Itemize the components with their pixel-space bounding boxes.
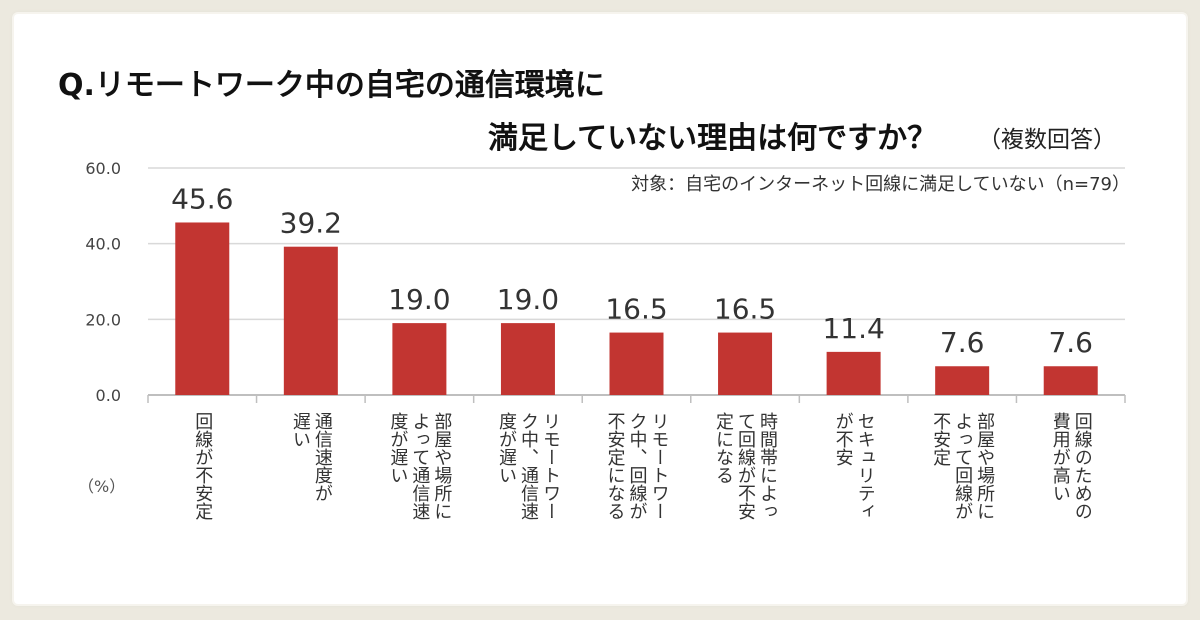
data-label: 7.6: [940, 326, 985, 359]
bar: [175, 222, 230, 395]
chart-subtitle: 対象：自宅のインターネット回線に満足していない（n=79）: [631, 174, 1130, 195]
chart-title-line2: 満足していない理由は何ですか？: [488, 121, 938, 156]
y-tick-label: 40.0: [85, 235, 121, 254]
x-tick-label: セキュリティ が不安: [832, 412, 876, 520]
data-label: 19.0: [388, 283, 450, 316]
x-tick-label: 部屋や場所に よって回線が 不安定: [930, 412, 996, 520]
y-tick-label: 20.0: [85, 310, 121, 329]
bar: [718, 332, 773, 395]
x-tick-label: 時間帯によっ て回線が不安 定になる: [713, 412, 779, 520]
bar: [609, 332, 664, 395]
data-label: 11.4: [822, 312, 884, 345]
x-tick-label: 回線が不安定: [192, 412, 214, 520]
bar: [935, 366, 990, 395]
y-tick-label: 0.0: [96, 386, 121, 405]
bar: [392, 323, 447, 395]
bar: [826, 351, 881, 395]
y-axis-unit: （%）: [78, 477, 126, 496]
x-tick-label: 部屋や場所に よって通信速 度が遅い: [387, 412, 453, 520]
chart-title-line1: Q.リモートワーク中の自宅の通信環境に: [58, 68, 605, 103]
x-tick-label: 通信速度が 遅い: [289, 412, 333, 502]
x-tick-label: 回線のための 費用が高い: [1049, 412, 1093, 520]
data-label: 7.6: [1048, 326, 1093, 359]
x-tick-label: リモートワー ク中、通信速 度が遅い: [495, 412, 561, 520]
bar: [1043, 366, 1098, 395]
data-label: 19.0: [497, 283, 559, 316]
bar: [500, 323, 555, 395]
chart-title-note: （複数回答）: [978, 127, 1116, 153]
data-label: 39.2: [280, 207, 342, 240]
x-tick-label: リモートワー ク中、回線が 不安定になる: [604, 412, 670, 520]
y-tick-label: 60.0: [85, 159, 121, 178]
data-label: 16.5: [714, 293, 776, 326]
bar: [283, 246, 338, 395]
data-label: 45.6: [171, 182, 233, 215]
data-label: 16.5: [605, 293, 667, 326]
